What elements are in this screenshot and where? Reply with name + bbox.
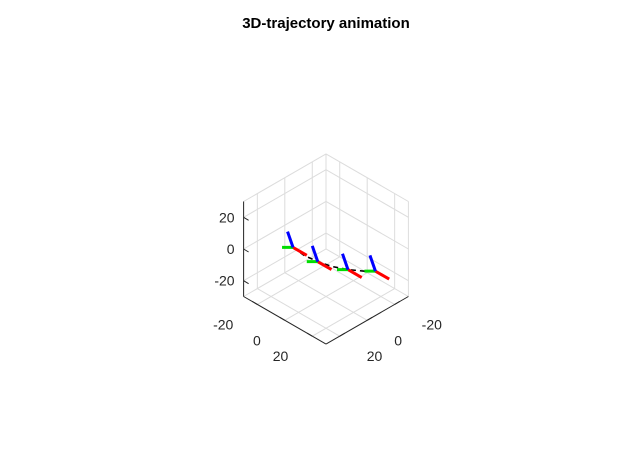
grid-line-y-floor [284,272,368,321]
body-frame [364,254,390,281]
y-tick-label: -20 [422,316,442,332]
x-tick-label: 20 [273,348,289,364]
y-tick [339,332,345,337]
grid-line-z-wall-x [325,200,409,250]
trajectory-line [292,246,376,273]
x-tick-label: -20 [213,316,233,332]
body-frame [336,253,363,279]
grid-line-z-wall-x [325,232,409,282]
frame-x-axis [292,246,308,257]
chart-title: 3D-trajectory animation [242,15,410,32]
y-tick-label: 0 [394,332,402,348]
body-frames-layer [282,231,390,281]
grid-line-z-wall-y [243,200,327,250]
z-tick [243,248,249,253]
y-tick [366,316,373,321]
y-tick-label: 20 [367,348,383,364]
body-frame [282,231,308,257]
x-tick-label: 0 [253,332,261,348]
tick-labels: -20 0 20 -20 0 20 -20 0 20 [213,209,442,364]
z-tick-label: -20 [214,273,234,289]
z-tick [243,280,249,285]
trajectory-layer [292,246,376,273]
frame-z-axis [368,254,377,272]
axes-layer [243,201,409,345]
frame-z-axis [341,253,350,271]
grid-line-z-wall-x [325,169,409,218]
z-tick-label: 20 [219,209,235,225]
frame-z-axis [286,231,295,248]
x-tick [279,316,286,321]
grid-line-z-wall-y [243,232,327,282]
grid-line-y-floor [257,288,340,337]
grid-layer [243,153,409,337]
frame-z-axis [310,245,320,263]
y-tick [394,301,400,305]
x-tick [307,332,313,337]
frame-x-axis [347,268,363,279]
z-tick-label: 0 [227,241,235,257]
x-tick [252,301,258,305]
frame-x-axis [374,269,390,281]
body-frame [306,245,333,271]
frame-x-axis [317,260,333,271]
grid-line-z-wall-y [243,169,327,218]
z-tick [243,216,249,221]
